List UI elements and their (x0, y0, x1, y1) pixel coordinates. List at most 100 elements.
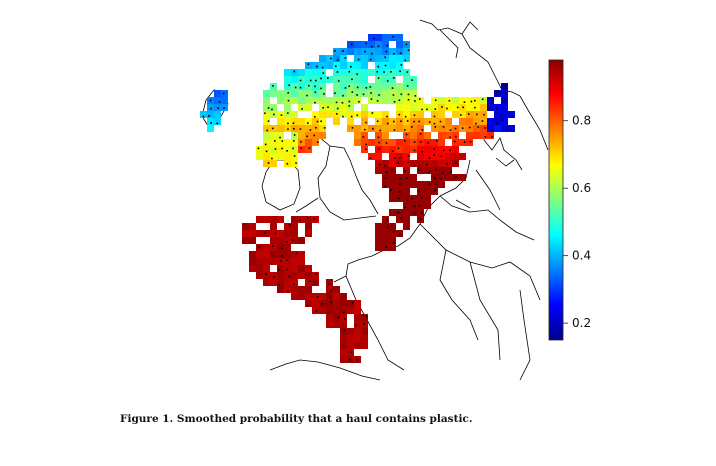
haul-point (462, 106, 464, 109)
probability-cell (284, 69, 291, 76)
haul-point (392, 241, 395, 244)
haul-point (337, 316, 340, 319)
haul-point (350, 43, 353, 46)
probability-cell (382, 111, 389, 118)
haul-point (315, 310, 318, 312)
probability-cell (410, 132, 417, 139)
probability-cell (487, 118, 494, 125)
haul-point (435, 140, 438, 142)
probability-cell (396, 118, 403, 125)
probability-cell (368, 69, 375, 76)
probability-cell (438, 132, 445, 139)
probability-cell (291, 265, 298, 272)
probability-cell (396, 48, 403, 55)
probability-cell (263, 258, 270, 265)
haul-point (413, 141, 416, 143)
probability-cell (410, 104, 417, 111)
probability-cell (305, 90, 312, 97)
haul-point (434, 99, 437, 102)
probability-cell (347, 76, 354, 83)
probability-cell (263, 279, 270, 286)
probability-cell (270, 216, 277, 223)
haul-point (336, 107, 339, 110)
haul-point (454, 127, 457, 130)
haul-point (405, 43, 408, 46)
probability-cell (333, 293, 340, 300)
haul-point (330, 57, 332, 60)
probability-cell (284, 265, 291, 272)
probability-cell (389, 153, 396, 160)
haul-point (421, 197, 423, 199)
haul-point (349, 358, 352, 361)
haul-point (265, 150, 268, 153)
haul-point (314, 91, 317, 94)
probability-cell (333, 83, 340, 90)
probability-cell (473, 97, 480, 104)
probability-cell (424, 202, 431, 209)
probability-cell (410, 83, 417, 90)
probability-cell (389, 167, 396, 174)
haul-point (307, 84, 310, 87)
haul-point (505, 129, 508, 132)
probability-cell (431, 153, 438, 160)
haul-point (272, 85, 274, 87)
haul-point (370, 92, 372, 94)
probability-cell (284, 104, 291, 111)
haul-point (315, 126, 317, 129)
haul-point (293, 70, 296, 73)
haul-point (273, 140, 276, 142)
coastline-outlines (201, 19, 549, 381)
probability-cell (284, 83, 291, 90)
haul-point (287, 92, 289, 94)
haul-point (351, 91, 354, 93)
haul-point (327, 77, 329, 80)
haul-point (330, 290, 332, 292)
probability-cell (207, 104, 214, 111)
probability-cell (340, 104, 347, 111)
probability-cell (284, 244, 291, 251)
probability-cell (270, 237, 277, 244)
probability-cell (319, 118, 326, 125)
probability-cell (445, 160, 452, 167)
haul-point (440, 178, 442, 180)
haul-point (384, 177, 387, 179)
haul-point (440, 155, 443, 158)
haul-point (400, 93, 403, 96)
haul-point (363, 323, 365, 325)
probability-cell (312, 118, 319, 125)
haul-point (337, 80, 340, 82)
probability-cell (382, 181, 389, 188)
probability-cell (361, 55, 368, 62)
probability-cell (389, 83, 396, 90)
probability-cell (424, 195, 431, 202)
haul-point (292, 122, 295, 125)
probability-cell (256, 265, 263, 272)
haul-point (278, 268, 280, 271)
haul-point (442, 149, 445, 152)
probability-cell (480, 125, 487, 132)
haul-point (365, 87, 368, 89)
probability-cell (298, 258, 305, 265)
probability-cell (382, 48, 389, 55)
haul-point (264, 112, 266, 115)
probability-cell (452, 153, 459, 160)
probability-cell (347, 328, 354, 335)
probability-cell (277, 111, 284, 118)
probability-cell (466, 125, 473, 132)
haul-point (434, 189, 436, 192)
haul-point (279, 136, 281, 139)
probability-cell (291, 279, 298, 286)
probability-cell (389, 209, 396, 216)
haul-point (421, 129, 424, 131)
haul-point (209, 99, 212, 102)
probability-cell (284, 97, 291, 104)
haul-point (356, 94, 358, 96)
probability-cell (333, 69, 340, 76)
haul-point (386, 80, 389, 82)
haul-point (385, 246, 388, 248)
probability-cell (263, 244, 270, 251)
haul-point (434, 108, 437, 110)
haul-point (393, 52, 395, 55)
haul-point (404, 59, 407, 62)
